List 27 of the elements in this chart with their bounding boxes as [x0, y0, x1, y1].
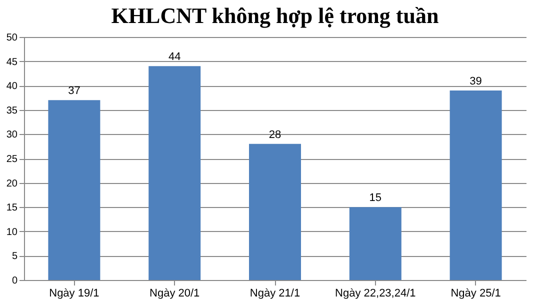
x-tick-label: Ngày 19/1	[49, 288, 100, 300]
x-tick-label: Ngày 22,23,24/1	[335, 288, 416, 300]
x-tick-label: Ngày 25/1	[450, 288, 501, 300]
y-tick-label: 20	[6, 178, 18, 190]
y-tick-label: 5	[12, 251, 18, 262]
data-label: 44	[168, 51, 181, 64]
bar	[48, 100, 100, 280]
data-label: 15	[369, 192, 382, 204]
y-tick-label: 10	[6, 226, 18, 238]
bar	[148, 66, 201, 280]
bar	[249, 144, 301, 280]
y-tick-label: 0	[12, 276, 18, 286]
y-tick-label: 40	[6, 81, 18, 92]
y-tick-label: 25	[6, 154, 18, 165]
y-tick-label: 50	[6, 32, 18, 44]
y-tick-label: 35	[6, 105, 18, 116]
bar	[349, 207, 402, 280]
bar	[450, 90, 502, 280]
y-tick-label: 45	[6, 56, 18, 68]
data-label: 39	[470, 75, 482, 88]
y-tick-label: 15	[6, 202, 18, 214]
data-label: 37	[68, 85, 80, 98]
data-label: 28	[268, 128, 282, 141]
y-tick-label: 30	[6, 130, 18, 141]
chart-title: KHLCNT không hợp lệ trong tuần	[111, 3, 439, 28]
x-tick-label: Ngày 20/1	[150, 288, 200, 300]
x-tick-label: Ngày 21/1	[250, 288, 300, 300]
